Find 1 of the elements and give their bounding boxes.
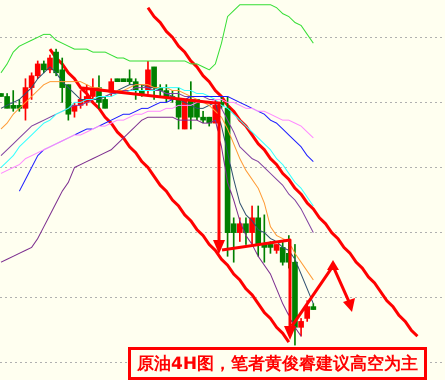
- text: 原油4H图，笔者黄俊睿建议高空为主: [128, 347, 428, 380]
